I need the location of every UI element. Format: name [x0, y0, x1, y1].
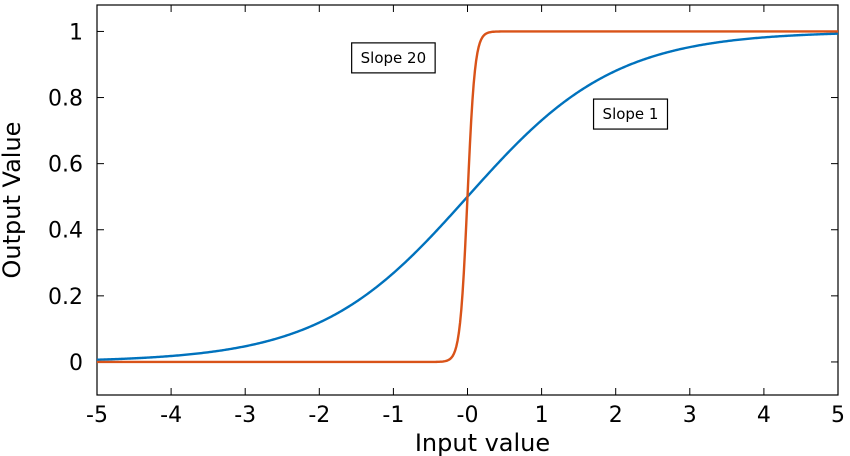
- x-tick-label: -4: [160, 403, 182, 428]
- y-tick-label: 0.8: [48, 87, 83, 112]
- annotation-box: Slope 20: [351, 42, 436, 74]
- x-tick-label: 3: [683, 403, 697, 428]
- y-axis-label: Output Value: [0, 122, 26, 279]
- x-tick-label: 1: [535, 403, 549, 428]
- x-tick-label: 4: [757, 403, 771, 428]
- x-tick-label: -5: [86, 403, 108, 428]
- y-tick-label: 0.2: [48, 285, 83, 310]
- annotation-frame: [592, 98, 669, 130]
- y-tick-label: 0.4: [48, 219, 83, 244]
- annotation-box: Slope 1: [592, 98, 669, 130]
- x-tick-label: -2: [308, 403, 330, 428]
- x-tick-label: 2: [609, 403, 623, 428]
- x-tick-label: -0: [457, 403, 479, 428]
- series-line-slope-20: [97, 30, 838, 364]
- x-tick-label: 5: [831, 403, 845, 428]
- y-tick-label: 0: [69, 351, 83, 376]
- y-tick-label: 0.6: [48, 153, 83, 178]
- x-tick-label: -1: [382, 403, 404, 428]
- y-tick-label: 1: [69, 20, 83, 45]
- annotation-text: Slope 20: [361, 49, 426, 67]
- annotation-text: Slope 1: [603, 105, 659, 123]
- annotation-frame: [351, 42, 436, 74]
- x-axis-label: Input value: [415, 429, 550, 456]
- x-tick-label: -3: [234, 403, 256, 428]
